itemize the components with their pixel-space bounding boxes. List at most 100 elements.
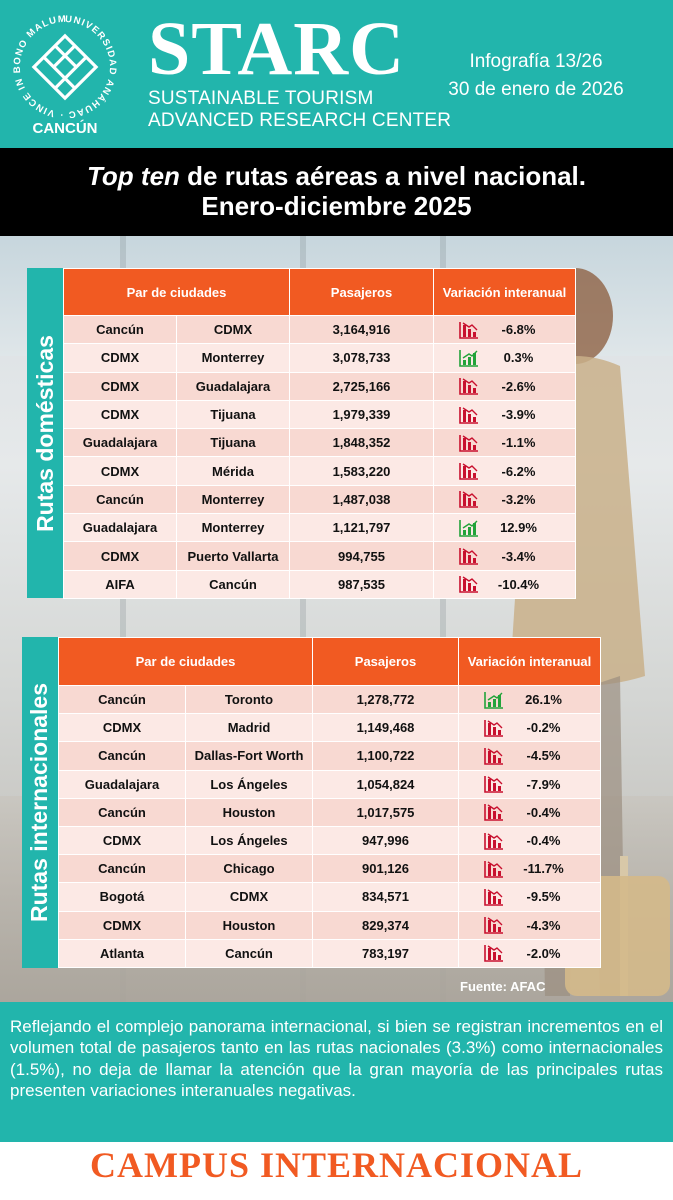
table-row: Guadalajara Tijuana 1,848,352 -1.1% — [63, 428, 576, 458]
passengers-cell: 829,374 — [312, 910, 459, 940]
trend-down-icon — [484, 888, 503, 906]
passengers-cell: 1,278,772 — [312, 684, 459, 715]
trend-down-icon — [484, 832, 503, 850]
destination-cell: CDMX — [176, 314, 290, 345]
variation-cell: -6.8% — [433, 314, 576, 345]
table-row: Cancún Dallas-Fort Worth 1,100,722 -4.5% — [58, 741, 601, 771]
destination-cell: Dallas-Fort Worth — [185, 741, 313, 771]
brand-subtitle-line2: ADVANCED RESEARCH CENTER — [148, 110, 452, 131]
variation-value: -4.3% — [526, 917, 561, 933]
destination-cell: Tijuana — [176, 399, 290, 430]
seal-ring-text: UNIVERSIDAD ANÁHUAC · VINCE IN BONO MALU… — [8, 4, 117, 120]
passengers-cell: 834,571 — [312, 882, 459, 912]
header-city-pair: Par de ciudades — [58, 637, 313, 686]
variation-cell: -3.4% — [433, 541, 576, 571]
trend-down-icon — [459, 491, 478, 509]
header: UNIVERSIDAD ANÁHUAC · VINCE IN BONO MALU… — [0, 0, 673, 148]
destination-cell: Monterrey — [176, 484, 290, 515]
passengers-cell: 1,979,339 — [289, 399, 434, 430]
summary-text: Reflejando el complejo panorama internac… — [0, 1002, 673, 1142]
destination-cell: Monterrey — [176, 343, 290, 373]
brand-subtitle-line1: SUSTAINABLE TOURISM — [148, 88, 374, 109]
svg-text:UNIVERSIDAD ANÁHUAC · VINCE IN: UNIVERSIDAD ANÁHUAC · VINCE IN BONO MALU… — [10, 12, 118, 118]
variation-cell: -7.9% — [458, 769, 601, 799]
trend-down-icon — [459, 406, 478, 424]
infographic-number: Infografía 13/26 — [469, 51, 603, 72]
trend-up-icon — [459, 519, 478, 537]
header-variation: Variación interanual — [433, 268, 576, 316]
variation-cell: -0.4% — [458, 797, 601, 827]
title-italic: Top ten — [87, 161, 180, 191]
origin-cell: Cancún — [58, 684, 186, 715]
variation-cell: 0.3% — [433, 343, 576, 373]
destination-cell: Toronto — [185, 684, 313, 715]
variation-value: -9.5% — [526, 889, 561, 905]
table-row: Cancún Chicago 901,126 -11.7% — [58, 854, 601, 884]
origin-cell: Cancún — [58, 741, 186, 771]
variation-value: -0.4% — [526, 804, 561, 820]
variation-cell: -2.0% — [458, 938, 601, 968]
footer-campus: CAMPUS INTERNACIONAL — [0, 1142, 673, 1200]
passengers-cell: 1,583,220 — [289, 456, 434, 486]
page-title: Top ten de rutas aéreas a nivel nacional… — [0, 148, 673, 236]
variation-value: 26.1% — [525, 692, 562, 708]
variation-value: -7.9% — [526, 776, 561, 792]
header-city-pair: Par de ciudades — [63, 268, 290, 316]
passengers-cell: 994,755 — [289, 541, 434, 571]
passengers-cell: 1,121,797 — [289, 513, 434, 543]
destination-cell: Cancún — [176, 569, 290, 599]
domestic-side-label-text: Rutas domésticas — [31, 334, 58, 532]
destination-cell: Puerto Vallarta — [176, 541, 290, 571]
header-variation: Variación interanual — [458, 637, 601, 686]
variation-cell: 26.1% — [458, 684, 601, 715]
origin-cell: Cancún — [63, 314, 177, 345]
trend-up-icon — [459, 349, 478, 367]
table-row: CDMX Guadalajara 2,725,166 -2.6% — [63, 371, 576, 401]
source-note: Fuente: AFAC — [460, 979, 546, 994]
variation-value: -6.2% — [501, 463, 536, 479]
destination-cell: Houston — [185, 910, 313, 940]
international-routes-table: Par de ciudades Pasajeros Variación inte… — [58, 637, 601, 968]
trend-down-icon — [484, 719, 503, 737]
variation-value: -11.7% — [523, 861, 564, 877]
destination-cell: Cancún — [185, 938, 313, 968]
origin-cell: Cancún — [63, 484, 177, 515]
university-seal-icon: UNIVERSIDAD ANÁHUAC · VINCE IN BONO MALU… — [8, 4, 118, 120]
university-logo: UNIVERSIDAD ANÁHUAC · VINCE IN BONO MALU… — [8, 4, 120, 137]
passengers-cell: 1,149,468 — [312, 713, 459, 743]
trend-up-icon — [484, 691, 503, 709]
passengers-cell: 3,078,733 — [289, 343, 434, 373]
infographic-date: 30 de enero de 2026 — [448, 79, 624, 100]
infographic-info: Infografía 13/26 30 de enero de 2026 — [418, 48, 654, 104]
origin-cell: Cancún — [58, 854, 186, 884]
trend-down-icon — [459, 548, 478, 565]
variation-cell: -10.4% — [433, 569, 576, 599]
passengers-cell: 1,100,722 — [312, 741, 459, 771]
variation-cell: -0.4% — [458, 825, 601, 856]
passengers-cell: 3,164,916 — [289, 314, 434, 345]
origin-cell: Cancún — [58, 797, 186, 827]
passengers-cell: 901,126 — [312, 854, 459, 884]
title-line2: Enero-diciembre 2025 — [201, 191, 472, 221]
destination-cell: Los Ángeles — [185, 825, 313, 856]
trend-down-icon — [484, 860, 503, 878]
origin-cell: CDMX — [58, 910, 186, 940]
table-row: AIFA Cancún 987,535 -10.4% — [63, 569, 576, 599]
trend-down-icon — [459, 463, 478, 480]
origin-cell: CDMX — [58, 825, 186, 856]
table-row: Cancún Houston 1,017,575 -0.4% — [58, 797, 601, 827]
variation-cell: -3.9% — [433, 399, 576, 430]
trend-down-icon — [459, 434, 478, 452]
variation-value: -3.9% — [501, 407, 536, 423]
header-passengers: Pasajeros — [312, 637, 459, 686]
origin-cell: AIFA — [63, 569, 177, 599]
table-row: CDMX Tijuana 1,979,339 -3.9% — [63, 399, 576, 430]
variation-value: -6.8% — [501, 322, 536, 338]
passengers-cell: 1,848,352 — [289, 428, 434, 458]
origin-cell: CDMX — [63, 343, 177, 373]
table-row: Bogotá CDMX 834,571 -9.5% — [58, 882, 601, 912]
variation-value: -1.1% — [501, 435, 536, 451]
international-side-label: Rutas internacionales — [22, 637, 58, 968]
variation-value: -0.2% — [526, 720, 561, 736]
trend-down-icon — [459, 378, 478, 396]
